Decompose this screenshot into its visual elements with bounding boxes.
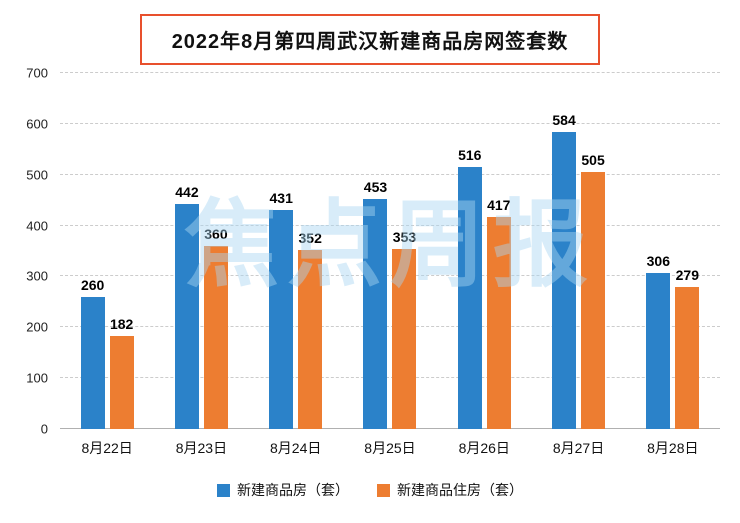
bar: 417 [486, 197, 511, 429]
bar-group: 306 279 [626, 73, 720, 429]
x-tick-label: 8月28日 [647, 440, 699, 456]
gridline [60, 224, 720, 226]
bar-value-label: 306 [646, 253, 671, 270]
gridline [60, 326, 720, 328]
x-tick-label: 8月27日 [552, 440, 605, 456]
y-tick-label: 0 [40, 421, 48, 437]
y-tick-label: 200 [26, 319, 48, 335]
bar-value-label: 431 [269, 189, 293, 206]
gridline [60, 72, 720, 73]
bar-value-label: 417 [487, 196, 511, 213]
chart-title: 2022年8月第四周武汉新建商品房网签套数 [171, 31, 569, 53]
bar-value-label: 505 [581, 152, 605, 169]
y-tick-label: 100 [26, 370, 48, 386]
bar: 260 [80, 277, 105, 429]
bar: 453 [363, 179, 388, 429]
gridlines [60, 72, 720, 429]
bar: 584 [552, 112, 577, 429]
bar: 353 [392, 229, 417, 429]
gridline [60, 377, 720, 379]
bar: 352 [298, 230, 323, 429]
y-tick-label: 600 [26, 116, 48, 132]
bar-group: 442 360 [154, 73, 248, 429]
bar: 360 [203, 226, 228, 429]
x-tick-label: 8月23日 [175, 440, 228, 456]
legend-swatch [217, 483, 230, 497]
bar: 306 [646, 253, 671, 429]
legend-item: 新建商品住房（套） [377, 480, 523, 500]
x-tick-label: 8月26日 [458, 440, 510, 456]
bar-value-label: 584 [552, 112, 576, 128]
bar-groups: 260 182 442 360 431 352 453 353 516 417 584 505 306 2… [60, 73, 720, 429]
legend-label: 新建商品住房（套） [397, 482, 523, 498]
bar-value-label: 442 [175, 184, 199, 201]
x-tick-label: 8月25日 [364, 440, 416, 456]
bar-value-label: 516 [458, 146, 482, 163]
bar: 431 [269, 190, 294, 429]
bar-value-label: 360 [204, 225, 228, 242]
gridline [60, 428, 720, 429]
bar-group: 516 417 [437, 73, 531, 429]
bar: 505 [581, 152, 606, 429]
bar-chart: 0 100 200 300 400 500 600 700 260 182 442 360 431 35… [10, 66, 720, 458]
bar: 182 [109, 316, 134, 429]
bar: 442 [174, 184, 199, 429]
x-tick-label: 8月24日 [270, 440, 322, 456]
bar-value-label: 453 [363, 178, 388, 195]
plot-area: 260 182 442 360 431 352 453 353 516 417 584 505 306 2… [60, 72, 720, 429]
bar-value-label: 279 [675, 267, 700, 284]
y-tick-label: 500 [26, 167, 48, 183]
bar-group: 453 353 [343, 73, 437, 429]
bar-value-label: 182 [109, 316, 134, 333]
legend-item: 新建商品房（套） [217, 480, 349, 500]
gridline [60, 275, 720, 277]
y-axis-labels: 0 100 200 300 400 500 600 700 [10, 66, 52, 437]
bar-value-label: 352 [298, 229, 322, 246]
bar-value-label: 260 [80, 276, 105, 293]
bar: 516 [457, 147, 482, 429]
gridline [60, 173, 720, 175]
bar-group: 260 182 [60, 73, 154, 429]
chart-title-box: 2022年8月第四周武汉新建商品房网签套数 [139, 14, 601, 65]
bar: 279 [675, 267, 700, 429]
legend: 新建商品房（套） 新建商品住房（套） [0, 480, 740, 500]
x-tick-label: 8月22日 [81, 440, 133, 456]
legend-swatch [377, 483, 390, 497]
legend-label: 新建商品房（套） [237, 482, 349, 498]
x-axis-labels: 8月22日 8月23日 8月24日 8月25日 8月26日 8月27日 8月28日 [60, 429, 720, 458]
bar-group: 431 352 [249, 73, 343, 429]
y-tick-label: 700 [26, 65, 48, 81]
bar-value-label: 353 [392, 229, 417, 246]
y-tick-label: 400 [26, 218, 48, 234]
bar-group: 584 505 [531, 73, 625, 429]
y-tick-label: 300 [26, 268, 48, 284]
gridline [60, 122, 720, 124]
